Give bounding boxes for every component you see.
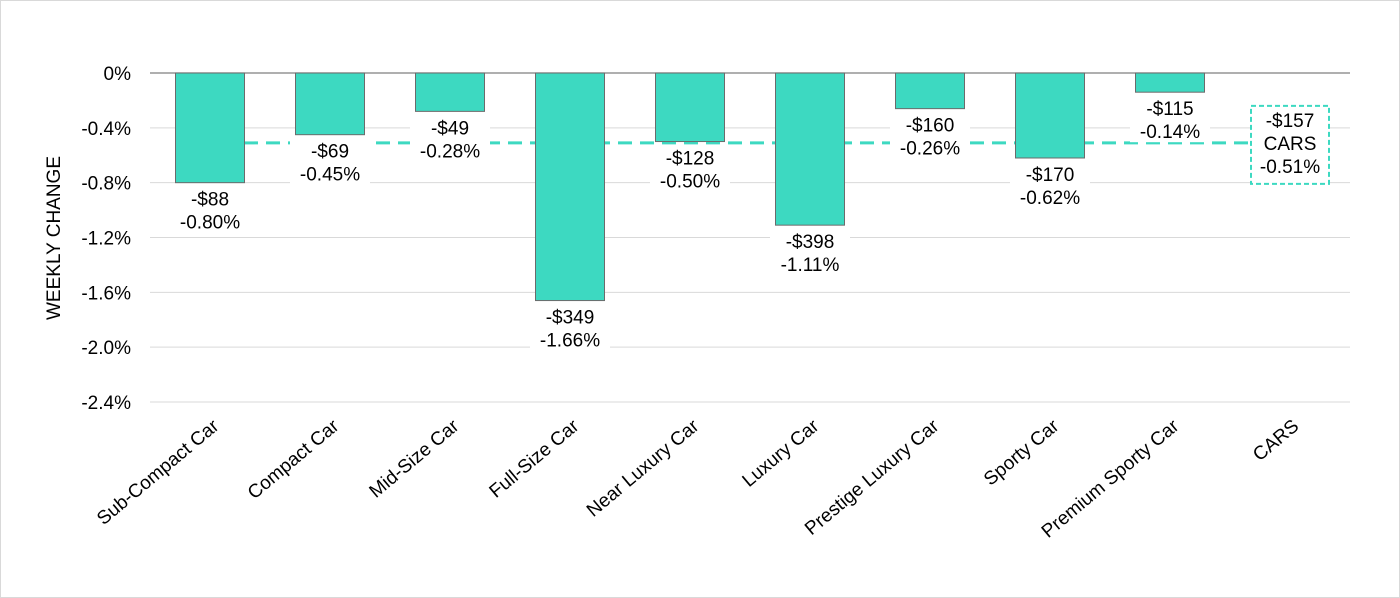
average-callout-box	[1250, 104, 1330, 185]
percent-label: -0.50%	[660, 172, 720, 193]
dollar-label: -$88	[191, 190, 229, 211]
data-label-bg	[890, 112, 970, 159]
data-label-bg	[650, 145, 730, 192]
category-label: Full-Size Car	[486, 415, 584, 502]
y-tick-label: -2.4%	[81, 393, 131, 414]
data-label-bg	[530, 304, 610, 351]
y-axis-label: WEEKLY CHANGE	[44, 156, 65, 320]
percent-label: -1.11%	[781, 255, 840, 276]
x-axis-categories: Sub-Compact Car Compact Car Mid-Size Car Fu…	[93, 415, 1303, 542]
y-tick-label: -0.8%	[81, 174, 131, 195]
dollar-label: -$398	[786, 232, 835, 253]
percent-label: -0.14%	[1140, 122, 1200, 143]
dollar-label: -$160	[906, 116, 955, 137]
data-label-bg	[410, 115, 490, 162]
data-label-bg	[170, 186, 250, 233]
y-axis-ticks: 0% -0.4% -0.8% -1.2% -1.6% -2.0% -2.4%	[81, 64, 131, 414]
bar	[175, 72, 245, 184]
dollar-label: -$49	[431, 118, 469, 139]
bar	[775, 72, 845, 226]
bars	[175, 72, 1205, 302]
y-tick-label: -1.2%	[81, 229, 131, 250]
percent-label: -0.26%	[900, 139, 960, 160]
percent-label: -0.45%	[300, 165, 360, 186]
bar	[535, 72, 605, 302]
bar	[295, 72, 365, 136]
y-tick-label: -0.4%	[81, 119, 131, 140]
average-name-label: CARS	[1264, 134, 1317, 155]
bar	[415, 72, 485, 112]
category-label: Sub-Compact Car	[93, 415, 223, 529]
bar	[655, 72, 725, 143]
bar	[1015, 72, 1085, 159]
bar	[1135, 72, 1205, 93]
bar	[895, 72, 965, 110]
average-dollar-label: -$157	[1266, 111, 1315, 132]
data-label-bg	[1010, 161, 1090, 208]
percent-label: -1.66%	[540, 331, 600, 352]
dollar-label: -$170	[1026, 165, 1075, 186]
dollar-label: -$349	[546, 308, 595, 329]
y-tick-label: -1.6%	[81, 283, 131, 304]
category-label: Near Luxury Car	[583, 415, 704, 521]
category-label: Luxury Car	[739, 415, 824, 491]
category-label: Compact Car	[244, 415, 344, 503]
percent-label: -0.80%	[180, 213, 240, 234]
category-label: CARS	[1249, 416, 1303, 466]
percent-label: -0.62%	[1020, 188, 1080, 209]
dollar-label: -$69	[311, 142, 349, 163]
data-label-bg	[770, 229, 850, 276]
data-label-bg	[1130, 96, 1210, 143]
category-label: Sporty Car	[980, 415, 1064, 490]
data-labels: -$88-0.80% -$69-0.45% -$49-0.28% -$349-1.66…	[170, 96, 1330, 352]
dollar-label: -$115	[1146, 99, 1193, 120]
y-tick-label: 0%	[104, 64, 132, 85]
category-label: Prestige Luxury Car	[801, 415, 944, 539]
category-label: Mid-Size Car	[366, 415, 464, 502]
dollar-label: -$128	[666, 149, 715, 170]
data-label-bg	[290, 138, 370, 185]
y-tick-label: -2.0%	[81, 338, 131, 359]
percent-label: -0.28%	[420, 141, 480, 162]
average-percent-label: -0.51%	[1260, 157, 1320, 178]
